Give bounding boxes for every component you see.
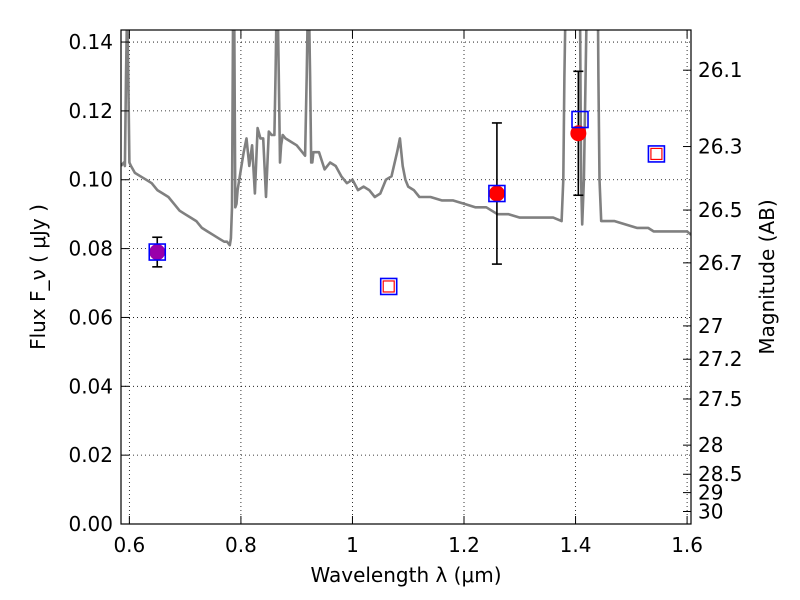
y-tick-label: 0.08 [68,237,113,261]
right-axis-title: Magnitude (AB) [755,199,779,354]
observed-point [149,244,166,261]
model-points-layer [148,110,666,296]
y-tick-label: 0.06 [68,305,113,329]
x-tick-label: 1 [346,533,359,557]
mag-tick-label: 26.3 [698,135,743,159]
plot-frame [120,29,692,525]
mag-tick-label: 26.7 [698,251,743,275]
mag-tick-label: 30 [698,500,723,524]
model-spectrum-line [121,30,691,247]
axis-ticks [121,30,691,525]
x-tick-label: 1.4 [560,533,592,557]
x-tick-labels: 0.6 0.8 1 1.2 1.4 1.6 [113,533,703,557]
y-tick-label: 0.10 [68,168,113,192]
y-tick-label: 0.12 [68,99,113,123]
model-point-square [571,110,589,129]
mag-tick-label: 27 [698,314,723,338]
y-tick-label: 0.00 [68,512,113,536]
mag-tick-label: 29 [698,481,723,505]
model-point-square [148,243,167,261]
observed-points-layer [149,125,587,261]
mag-tick-label: 27.2 [698,347,743,371]
plot-background [121,30,691,524]
y-tick-label: 0.02 [68,443,113,467]
mag-tick-label: 26.5 [698,198,743,222]
mag-tick-label: 28.5 [698,462,743,486]
mag-tick-label: 28 [698,433,723,457]
x-tick-label: 1.6 [671,533,703,557]
y-tick-labels: 0.00 0.02 0.04 0.06 0.08 0.10 0.12 0.14 [68,30,113,536]
model-point-square [379,277,398,296]
model-point-inner-square [650,147,663,161]
observed-point [488,185,505,202]
x-axis-title: Wavelength λ (μm) [310,563,501,587]
y-tick-label: 0.14 [68,30,113,54]
mag-tick-label: 26.1 [698,58,743,82]
x-tick-label: 0.6 [113,533,145,557]
model-spectrum-layer [121,30,691,247]
y-axis-title: Flux F_ν ( μJy ) [26,204,50,350]
mag-tick-label: 27.5 [698,387,743,411]
x-tick-label: 0.8 [225,533,257,557]
model-point-inner-square [382,280,395,293]
x-tick-label: 1.2 [448,533,480,557]
model-point-square [647,145,666,163]
y-tick-label: 0.04 [68,374,113,398]
model-point-square [488,184,506,203]
observed-point [570,125,587,142]
